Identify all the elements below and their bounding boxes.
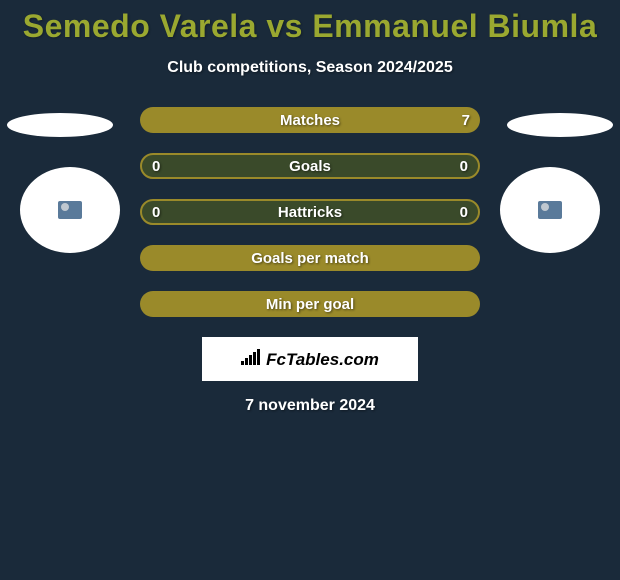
stat-left-value: 0 (152, 158, 160, 175)
snapshot-date: 7 november 2024 (0, 397, 620, 415)
stat-bar-goals-per-match: Goals per match (140, 245, 480, 271)
page-title: Semedo Varela vs Emmanuel Biumla (0, 0, 620, 45)
stat-label: Hattricks (278, 204, 342, 221)
comparison-content: Matches 7 0 Goals 0 0 Hattricks 0 Goals … (0, 107, 620, 415)
placeholder-image-icon (58, 201, 82, 219)
placeholder-image-icon (538, 201, 562, 219)
stat-bar-min-per-goal: Min per goal (140, 291, 480, 317)
avatar-circle-right (500, 167, 600, 253)
stat-right-value: 0 (460, 204, 468, 221)
subtitle: Club competitions, Season 2024/2025 (0, 59, 620, 77)
stat-bar-hattricks: 0 Hattricks 0 (140, 199, 480, 225)
stat-label: Goals per match (251, 250, 369, 267)
stat-bar-goals: 0 Goals 0 (140, 153, 480, 179)
brand-bars-icon (241, 349, 260, 365)
brand-text: FcTables.com (266, 350, 379, 370)
stat-right-value: 0 (460, 158, 468, 175)
brand-banner: FcTables.com (202, 337, 418, 381)
stat-bars: Matches 7 0 Goals 0 0 Hattricks 0 Goals … (140, 107, 480, 317)
stat-right-value: 7 (462, 112, 470, 129)
brand-logo: FcTables.com (241, 349, 379, 370)
stat-left-value: 0 (152, 204, 160, 221)
avatar-ellipse-right (507, 113, 613, 137)
stat-label: Goals (289, 158, 331, 175)
stat-label: Min per goal (266, 296, 354, 313)
stat-label: Matches (280, 112, 340, 129)
avatar-ellipse-left (7, 113, 113, 137)
stat-bar-matches: Matches 7 (140, 107, 480, 133)
avatar-circle-left (20, 167, 120, 253)
